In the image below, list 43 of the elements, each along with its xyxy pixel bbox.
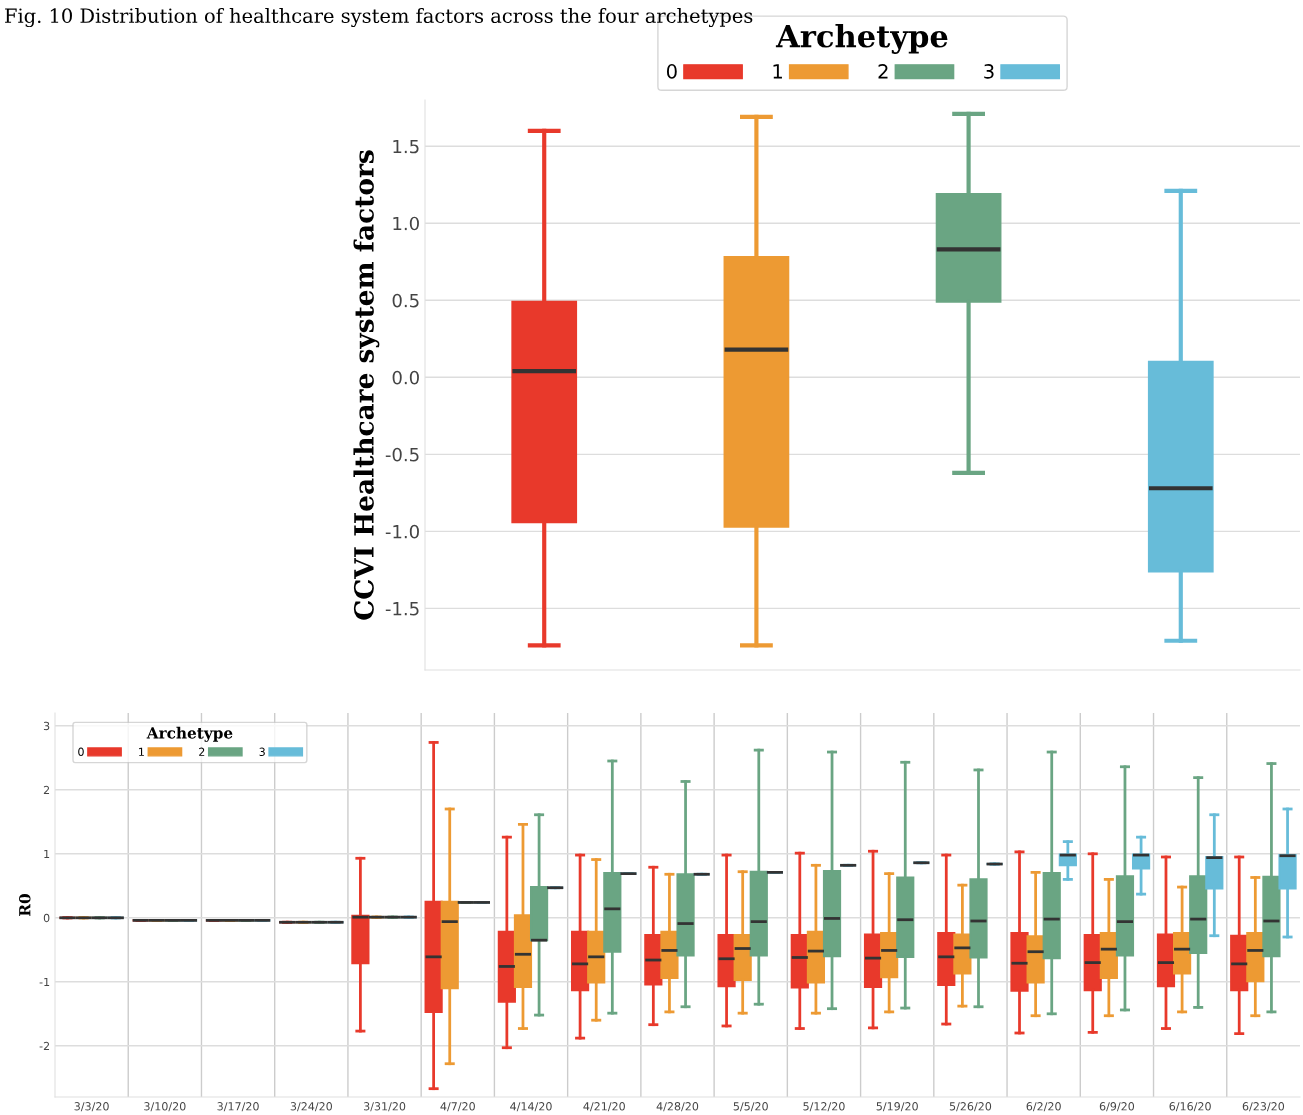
y-tick-label: 3: [43, 721, 50, 731]
y-tick-label: 1.5: [393, 139, 419, 154]
y-tick-label: -1.5: [385, 602, 419, 616]
y-axis-title: CCVI Healthcare system factors: [353, 150, 380, 620]
legend-label: 3: [984, 64, 994, 79]
y-tick-label: 0: [43, 913, 50, 923]
y-tick-label: 2: [43, 785, 50, 795]
legend-label: 0: [666, 64, 677, 79]
legend-label: 2: [199, 747, 205, 756]
x-tick-label: 4/7/20: [440, 1102, 475, 1112]
caption: Fig. 10 Distribution of healthcare system factors across the four archetypes: [5, 8, 753, 28]
y-tick-label: 1: [44, 849, 50, 859]
x-tick-label: 6/23/20: [1242, 1102, 1285, 1112]
x-tick-label: 4/28/20: [656, 1102, 699, 1112]
x-tick-label: 6/9/20: [1099, 1102, 1135, 1112]
legend-label: 1: [773, 64, 782, 79]
legend-label: 3: [259, 747, 265, 756]
x-tick-label: 5/19/20: [876, 1102, 918, 1112]
y-tick-label: -0.5: [385, 447, 419, 462]
y-axis-title: R0: [18, 894, 31, 916]
y-tick-label: 1.0: [393, 216, 419, 231]
legend-label: 2: [878, 64, 888, 79]
x-tick-label: 3/31/20: [363, 1102, 406, 1112]
x-tick-label: 6/16/20: [1169, 1102, 1211, 1112]
x-tick-label: 5/26/20: [949, 1102, 992, 1112]
x-tick-label: 6/2/20: [1026, 1102, 1061, 1112]
x-tick-label: 3/24/20: [290, 1102, 332, 1112]
x-tick-label: 3/10/20: [144, 1102, 186, 1112]
x-tick-label: 5/12/20: [803, 1102, 845, 1112]
x-tick-label: 5/5/20: [733, 1102, 768, 1112]
x-tick-label: 3/3/20: [74, 1102, 109, 1112]
x-tick-label: 4/21/20: [583, 1102, 625, 1112]
legend-title: Archetype: [775, 23, 948, 54]
y-tick-label: 0.0: [392, 370, 419, 385]
legend-title: Archetype: [146, 726, 233, 742]
y-tick-label: -1.0: [385, 524, 419, 539]
y-tick-label: -2: [39, 1041, 50, 1051]
y-tick-label: -1: [39, 977, 50, 987]
legend-label: 0: [78, 747, 84, 756]
legend-label: 1: [139, 747, 144, 756]
y-tick-label: 0.5: [392, 293, 419, 308]
x-tick-label: 3/17/20: [217, 1102, 259, 1112]
x-tick-label: 4/14/20: [510, 1102, 552, 1112]
